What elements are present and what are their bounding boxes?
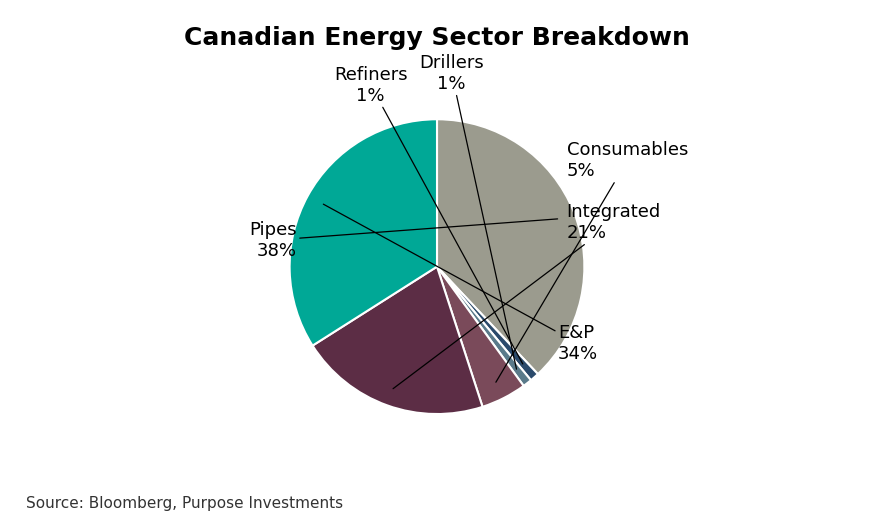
Text: Integrated
21%: Integrated 21% (393, 203, 661, 389)
Text: Consumables
5%: Consumables 5% (496, 141, 688, 382)
Wedge shape (437, 267, 524, 407)
Text: Drillers
1%: Drillers 1% (420, 54, 517, 369)
Text: Pipes
38%: Pipes 38% (249, 219, 558, 260)
Wedge shape (289, 119, 437, 346)
Text: Refiners
1%: Refiners 1% (334, 66, 523, 364)
Wedge shape (437, 267, 538, 380)
Wedge shape (437, 267, 531, 386)
Wedge shape (437, 119, 585, 374)
Text: Canadian Energy Sector Breakdown: Canadian Energy Sector Breakdown (184, 26, 690, 50)
Text: E&P
34%: E&P 34% (323, 204, 598, 363)
Wedge shape (313, 267, 482, 414)
Text: Source: Bloomberg, Purpose Investments: Source: Bloomberg, Purpose Investments (26, 496, 343, 511)
